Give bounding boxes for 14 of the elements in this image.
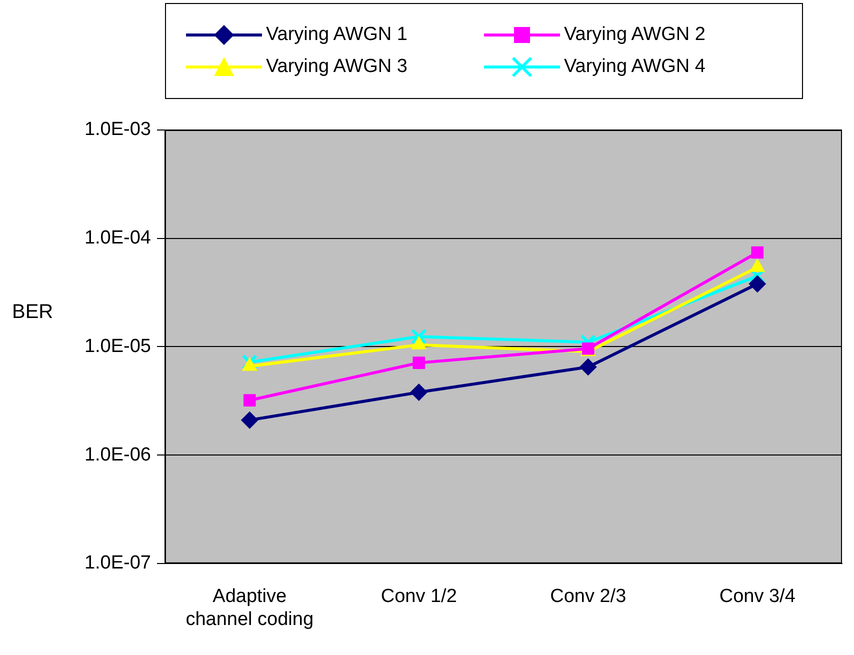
legend-label: Varying AWGN 2: [564, 24, 706, 46]
x-tick-label: Adaptive channel coding: [186, 586, 314, 630]
x-tick-label: Conv 3/4: [719, 586, 796, 608]
y-tick-label: 1.0E-04: [84, 228, 152, 249]
x-tick-label: Conv 1/2: [380, 586, 457, 608]
legend-label: Varying AWGN 4: [564, 56, 706, 78]
legend-label: Varying AWGN 1: [266, 24, 408, 46]
legend-label: Varying AWGN 3: [266, 56, 408, 78]
y-tick-label: 1.0E-06: [84, 444, 151, 466]
y-tick-label: 1.0E-03: [84, 119, 151, 140]
y-tick-label: 1.0E-07: [84, 552, 151, 574]
y-axis-title: BER: [12, 301, 54, 324]
x-tick-label: Conv 2/3: [550, 586, 626, 608]
y-tick-label: 1.0E-05: [84, 336, 151, 357]
